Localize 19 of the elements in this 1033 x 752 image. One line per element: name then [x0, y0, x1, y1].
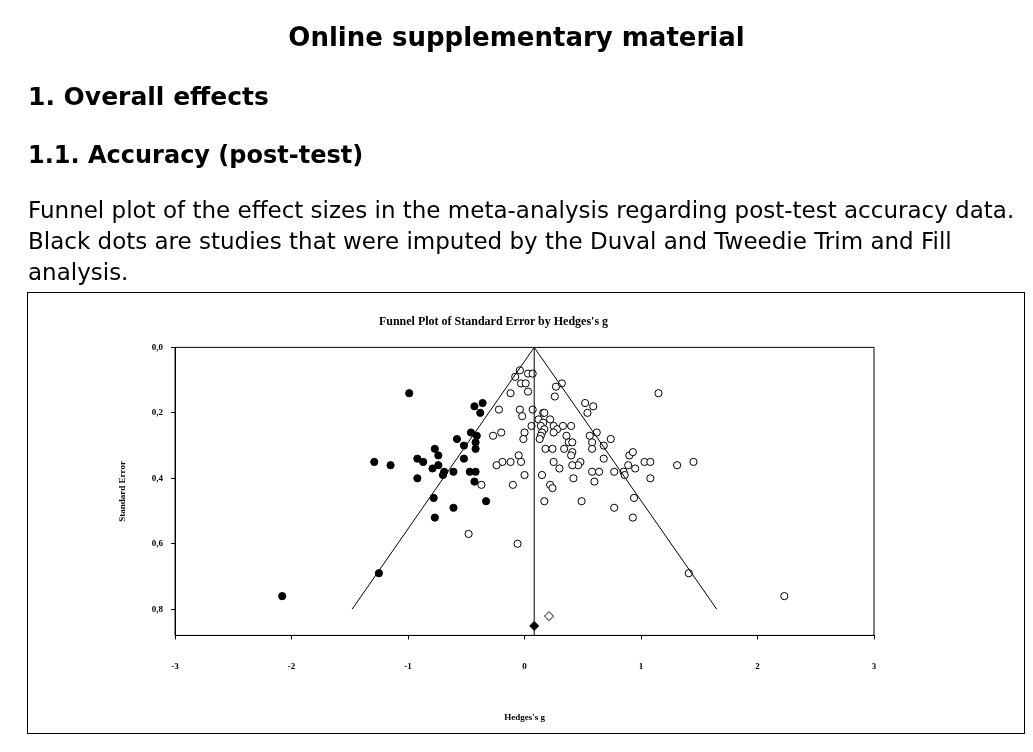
- y-axis-title: Standard Error: [116, 461, 127, 522]
- x-tick-label: -3: [171, 661, 180, 672]
- x-tick-label: 1: [638, 661, 644, 672]
- y-tick-label: 0,0: [151, 341, 164, 352]
- text: 1.1. Accuracy (post-test): [28, 141, 365, 169]
- x-axis-title: Hedges's g: [504, 711, 546, 722]
- x-tick-label: 0: [522, 661, 528, 672]
- text: 1. Overall effects: [28, 82, 270, 111]
- text: Online supplementary material: [287, 22, 746, 52]
- y-tick-label: 0,2: [151, 407, 164, 418]
- y-tick-label: 0,4: [151, 472, 164, 483]
- y-tick-label: 0,8: [151, 603, 164, 614]
- text: Funnel plot of the effect sizes in the meta-analysis regarding post-test accuracy data. Black dots are studies that were imputed by the Duval and Tweedie Trim and Fill analysis.: [28, 196, 1016, 287]
- x-tick-label: 2: [755, 661, 761, 672]
- chart-title: Funnel Plot of Standard Error by Hedges's g: [378, 314, 609, 329]
- x-tick-label: -1: [404, 661, 413, 672]
- y-tick-label: 0,6: [151, 538, 164, 549]
- x-tick-label: -2: [287, 661, 296, 672]
- x-tick-label: 3: [871, 661, 877, 672]
